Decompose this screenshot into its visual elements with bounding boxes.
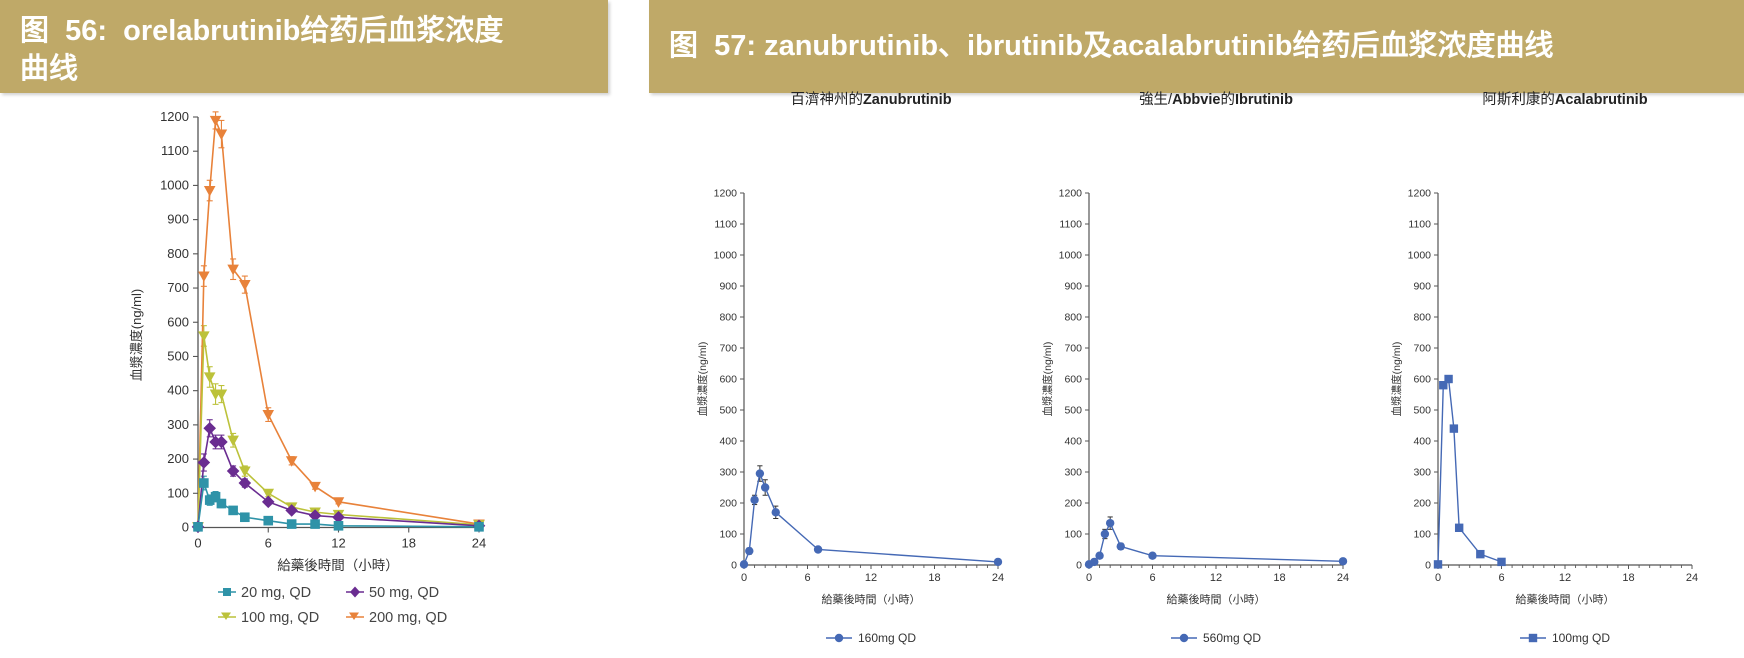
svg-text:0: 0 [1086,572,1092,584]
svg-text:100: 100 [1413,528,1431,540]
svg-text:400: 400 [1413,435,1431,447]
svg-text:800: 800 [719,311,737,323]
svg-text:24: 24 [1686,572,1698,584]
svg-text:給藥後時間（小時）: 給藥後時間（小時） [822,592,921,606]
svg-text:100: 100 [1064,528,1082,540]
svg-text:800: 800 [1413,311,1431,323]
svg-text:600: 600 [1064,373,1082,385]
svg-text:300: 300 [719,466,737,478]
svg-text:0: 0 [1425,559,1431,571]
svg-text:1100: 1100 [1059,218,1082,230]
svg-text:12: 12 [865,572,877,584]
svg-text:400: 400 [719,435,737,447]
svg-text:1200: 1200 [1059,187,1083,199]
svg-text:血漿濃度(ng/ml): 血漿濃度(ng/ml) [696,342,709,417]
svg-text:300: 300 [1413,466,1431,478]
svg-text:6: 6 [1498,572,1504,584]
svg-text:700: 700 [1064,342,1082,354]
svg-text:800: 800 [1064,311,1082,323]
svg-text:1200: 1200 [1408,187,1432,199]
svg-text:560mg QD: 560mg QD [1203,631,1261,645]
svg-text:24: 24 [1337,572,1349,584]
svg-text:1000: 1000 [1408,249,1432,261]
svg-text:1100: 1100 [714,218,737,230]
svg-text:200: 200 [719,497,737,509]
svg-text:600: 600 [719,373,737,385]
svg-text:12: 12 [1559,572,1571,584]
svg-text:100mg QD: 100mg QD [1552,631,1610,645]
svg-text:0: 0 [1076,559,1082,571]
svg-text:血漿濃度(ng/ml): 血漿濃度(ng/ml) [1041,342,1054,417]
svg-text:0: 0 [1435,572,1441,584]
svg-text:18: 18 [1273,572,1285,584]
svg-text:160mg QD: 160mg QD [858,631,916,645]
svg-text:100: 100 [719,528,737,540]
svg-text:700: 700 [719,342,737,354]
svg-text:900: 900 [719,280,737,292]
svg-text:500: 500 [719,404,737,416]
svg-text:12: 12 [1210,572,1222,584]
svg-text:300: 300 [1064,466,1082,478]
svg-text:200: 200 [1413,497,1431,509]
svg-text:18: 18 [1622,572,1634,584]
svg-text:200: 200 [1064,497,1082,509]
svg-text:900: 900 [1413,280,1431,292]
svg-text:給藥後時間（小時）: 給藥後時間（小時） [1167,592,1266,606]
svg-text:400: 400 [1064,435,1082,447]
svg-text:1200: 1200 [714,187,738,199]
svg-text:0: 0 [741,572,747,584]
svg-text:給藥後時間（小時）: 給藥後時間（小時） [1516,592,1615,606]
svg-text:阿斯利康的Acalabrutinib: 阿斯利康的Acalabrutinib [1482,91,1647,108]
svg-text:1000: 1000 [1059,249,1083,261]
svg-text:百濟神州的Zanubrutinib: 百濟神州的Zanubrutinib [790,91,951,108]
svg-text:500: 500 [1413,404,1431,416]
svg-text:600: 600 [1413,373,1431,385]
svg-text:強生/Abbvie的Ibrutinib: 強生/Abbvie的Ibrutinib [1139,91,1293,108]
svg-text:900: 900 [1064,280,1082,292]
svg-text:18: 18 [928,572,940,584]
svg-text:1100: 1100 [1408,218,1431,230]
svg-text:24: 24 [992,572,1004,584]
svg-text:700: 700 [1413,342,1431,354]
svg-text:6: 6 [1149,572,1155,584]
svg-text:500: 500 [1064,404,1082,416]
svg-text:0: 0 [731,559,737,571]
svg-text:1000: 1000 [714,249,738,261]
svg-text:6: 6 [804,572,810,584]
svg-text:血漿濃度(ng/ml): 血漿濃度(ng/ml) [1390,342,1403,417]
